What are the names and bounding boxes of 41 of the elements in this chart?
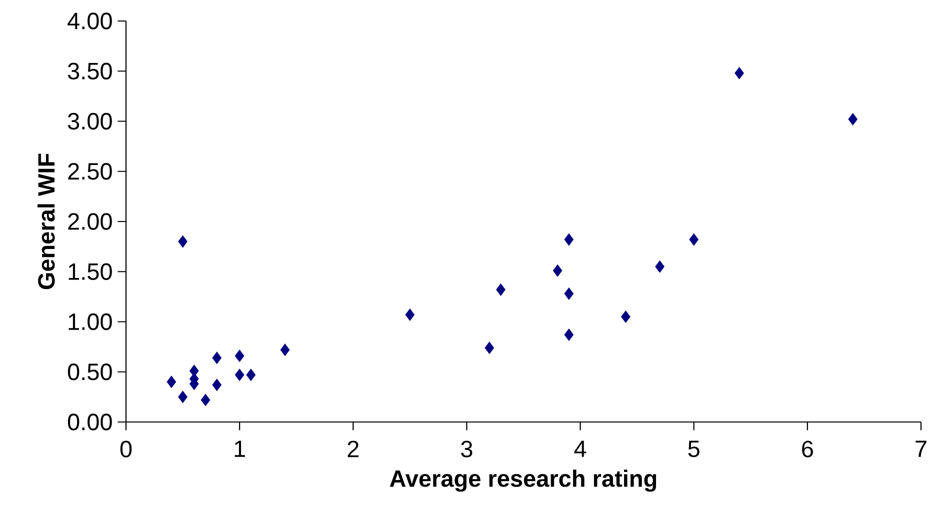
point <box>655 260 664 273</box>
y-axis-title: General WIF <box>37 154 55 290</box>
y-tick-label: 3.50 <box>68 62 112 80</box>
point <box>564 288 574 300</box>
x-tick-label: 7 <box>916 440 926 457</box>
point <box>405 308 415 321</box>
point <box>484 342 494 354</box>
point <box>246 368 256 381</box>
point <box>280 344 290 356</box>
x-tick-label: 6 <box>802 440 813 458</box>
y-tick-label: 2.50 <box>68 163 112 180</box>
x-tick-label: 2 <box>348 440 358 458</box>
point <box>552 264 562 277</box>
x-tick-label: 3 <box>461 440 472 458</box>
x-tick-label: 5 <box>688 440 700 458</box>
point <box>200 394 210 406</box>
y-tick-label: 1.50 <box>68 263 112 280</box>
point <box>166 376 176 388</box>
x-tick-label: 1 <box>234 440 245 457</box>
x-tick-label: 0 <box>120 440 132 458</box>
point <box>178 235 188 248</box>
point <box>234 350 244 362</box>
point <box>734 67 744 80</box>
y-tick-label: 4.00 <box>68 12 112 30</box>
y-tick-label: 0.00 <box>68 414 112 430</box>
x-tick-label: 4 <box>574 440 586 457</box>
point <box>178 390 188 404</box>
point <box>212 352 222 364</box>
y-tick-label: 1.00 <box>68 313 112 330</box>
x-axis-title: Average research rating <box>390 470 656 492</box>
y-tick-label: 0.50 <box>68 364 112 380</box>
y-tick-label: 3.00 <box>68 112 112 130</box>
point <box>848 113 858 126</box>
point <box>234 368 244 381</box>
point <box>621 310 630 323</box>
point <box>212 378 222 391</box>
y-tick-label: 2.00 <box>68 213 112 230</box>
point <box>496 284 506 296</box>
point <box>564 328 574 341</box>
point <box>564 233 574 246</box>
point <box>689 233 698 246</box>
